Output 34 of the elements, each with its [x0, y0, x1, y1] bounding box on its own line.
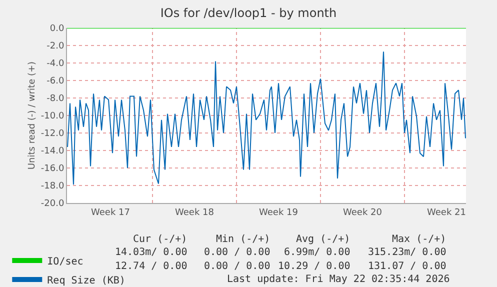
x-tick-label: Week 17: [91, 208, 130, 218]
x-tick-label: Week 20: [343, 208, 382, 218]
text: Max (-/+): [392, 234, 446, 245]
x-tick-label: Week 18: [175, 208, 214, 218]
text: Min (-/+): [216, 234, 270, 245]
text: 14.03m/ 0.00: [115, 247, 188, 258]
text: 10.29 / 0.00: [278, 261, 350, 272]
y-tick-label: -6.0: [46, 76, 64, 87]
text: 315.23m/ 0.00: [368, 247, 446, 258]
y-axis-title: Units read (-) / write (+): [27, 61, 38, 170]
x-tick-label: Week 19: [259, 208, 298, 218]
y-tick-label: -8.0: [46, 94, 64, 104]
line-series: [67, 51, 466, 186]
legend-label: IO/sec: [47, 256, 84, 268]
text: Last update: Fri May 22 02:35:44 2026: [227, 274, 450, 285]
y-tick-label: -14.0: [40, 146, 64, 157]
text: 6.99m/ 0.00: [284, 247, 350, 258]
y-tick-label: 0.0: [50, 24, 64, 34]
y-tick-label: -20.0: [40, 199, 64, 210]
chart-title: IOs for /dev/loop1 - by month: [160, 6, 337, 20]
text: 12.74 / 0.00: [115, 261, 188, 272]
y-tick-label: -4.0: [46, 59, 64, 70]
y-tick-label: -12.0: [40, 129, 64, 140]
y-tick-label: -18.0: [40, 182, 64, 192]
text: Cur (-/+): [133, 234, 188, 245]
text: Avg (-/+): [296, 234, 350, 245]
text: 0.00 / 0.00: [204, 247, 270, 258]
text: 0.00 / 0.00: [204, 261, 270, 272]
legend-label: Req Size (KB): [47, 275, 126, 286]
y-tick-label: -2.0: [46, 42, 64, 52]
x-tick-label: Week 21: [427, 208, 466, 218]
y-tick-label: -16.0: [40, 164, 64, 174]
y-tick-label: -10.0: [40, 112, 64, 122]
text: 131.07 / 0.00: [368, 261, 446, 272]
